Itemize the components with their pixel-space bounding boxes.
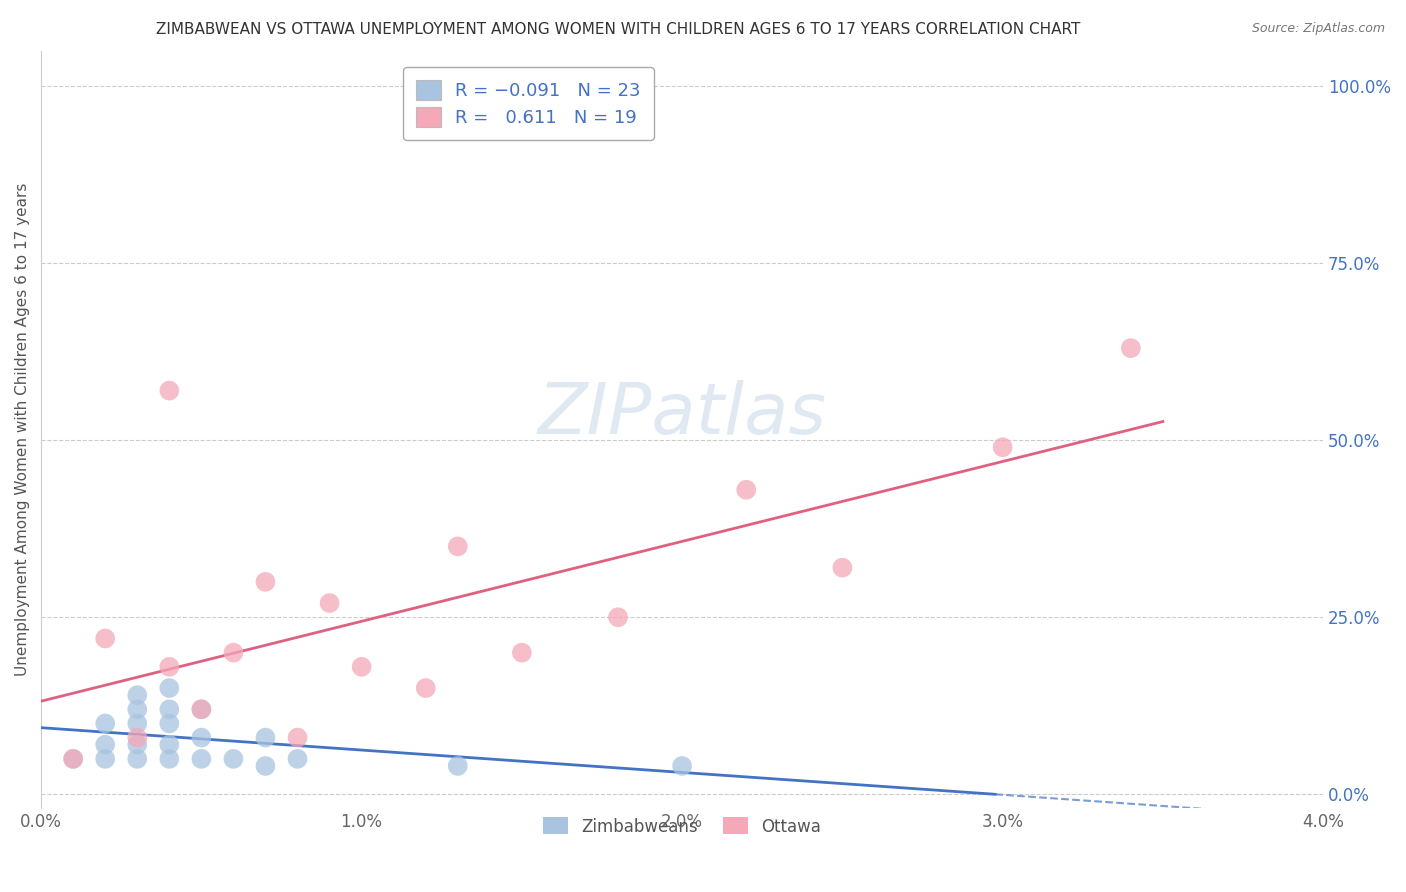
- Point: [127, 716, 149, 731]
- Text: ZIMBABWEAN VS OTTAWA UNEMPLOYMENT AMONG WOMEN WITH CHILDREN AGES 6 TO 17 YEARS C: ZIMBABWEAN VS OTTAWA UNEMPLOYMENT AMONG …: [156, 22, 1081, 37]
- Point: [127, 702, 149, 716]
- Point: [157, 738, 180, 752]
- Point: [510, 646, 533, 660]
- Y-axis label: Unemployment Among Women with Children Ages 6 to 17 years: Unemployment Among Women with Children A…: [15, 183, 30, 676]
- Point: [350, 660, 373, 674]
- Point: [62, 752, 84, 766]
- Point: [735, 483, 758, 497]
- Point: [94, 738, 117, 752]
- Point: [157, 681, 180, 695]
- Point: [94, 632, 117, 646]
- Point: [287, 752, 309, 766]
- Point: [254, 574, 277, 589]
- Point: [62, 752, 84, 766]
- Point: [127, 738, 149, 752]
- Point: [254, 759, 277, 773]
- Legend: Zimbabweans, Ottawa: Zimbabweans, Ottawa: [533, 807, 831, 846]
- Point: [222, 646, 245, 660]
- Point: [991, 440, 1014, 454]
- Point: [318, 596, 340, 610]
- Point: [94, 752, 117, 766]
- Point: [607, 610, 630, 624]
- Point: [447, 540, 470, 554]
- Point: [127, 731, 149, 745]
- Point: [127, 752, 149, 766]
- Point: [157, 384, 180, 398]
- Point: [127, 688, 149, 702]
- Point: [415, 681, 437, 695]
- Point: [94, 716, 117, 731]
- Point: [447, 759, 470, 773]
- Point: [831, 560, 853, 574]
- Point: [671, 759, 693, 773]
- Point: [1119, 341, 1142, 355]
- Point: [190, 702, 212, 716]
- Point: [157, 716, 180, 731]
- Point: [222, 752, 245, 766]
- Point: [157, 660, 180, 674]
- Point: [190, 731, 212, 745]
- Point: [190, 752, 212, 766]
- Text: ZIPatlas: ZIPatlas: [537, 380, 827, 449]
- Text: Source: ZipAtlas.com: Source: ZipAtlas.com: [1251, 22, 1385, 36]
- Point: [157, 702, 180, 716]
- Point: [254, 731, 277, 745]
- Point: [287, 731, 309, 745]
- Point: [190, 702, 212, 716]
- Point: [157, 752, 180, 766]
